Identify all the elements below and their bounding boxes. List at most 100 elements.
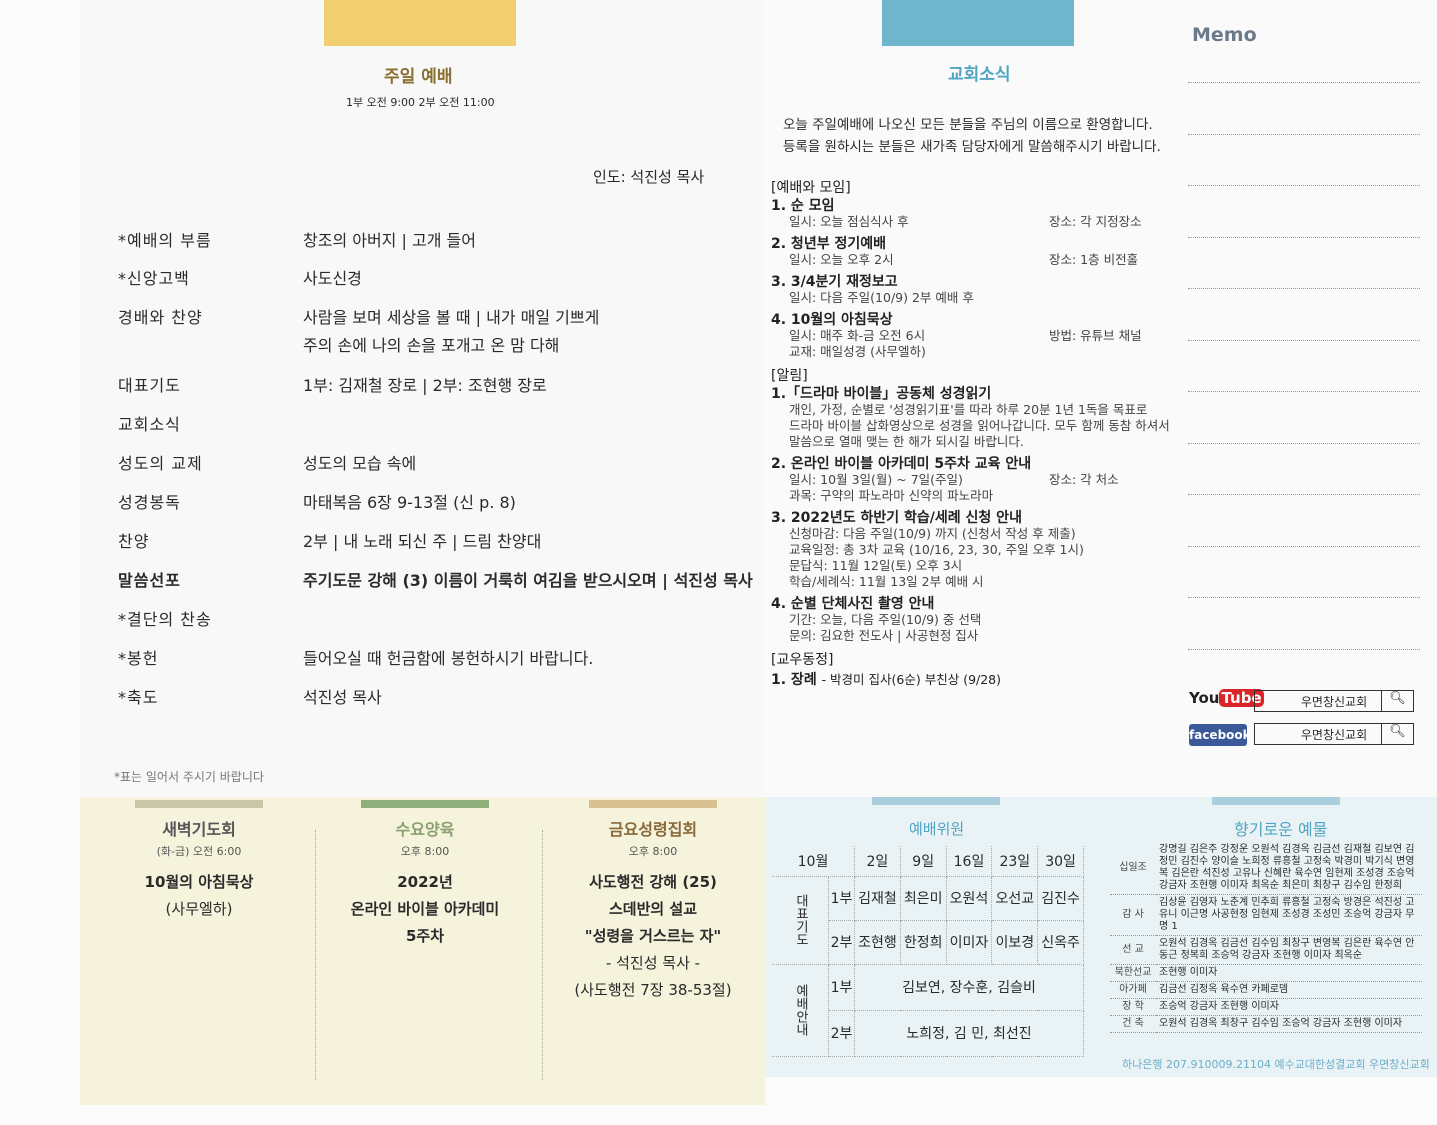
header-cell: 30일 [1037, 846, 1084, 877]
facebook-search-box[interactable]: 우면창신교회 🔍︎ [1254, 723, 1414, 745]
row-group-label: 예배안내 [772, 964, 829, 1057]
youtube-logo[interactable]: You Tube [1189, 689, 1264, 707]
wed-line: 온라인 바이블 아카데미 [350, 900, 500, 918]
news-title: 교회소식 [948, 65, 1011, 85]
item-detail: 일시: 매주 화-금 오전 6시 방법: 유튜브 채널 [789, 328, 1142, 343]
order-item: *결단의 찬송 [118, 606, 303, 630]
memo-line [1188, 597, 1420, 598]
order-label: *예배의 부름 [118, 231, 212, 250]
search-text: 우면창신교회 [1300, 694, 1368, 709]
memo-title: Memo [1192, 24, 1257, 46]
item-detail: 교육일정: 총 3차 교육 (10/16, 23, 30, 주일 오후 1시) [789, 542, 1084, 557]
order-item: 대표기도 1부: 김재철 장로 | 2부: 조현행 장로 [118, 372, 547, 396]
offering-category: 북한선교 [1110, 964, 1156, 982]
item-detail: 신청마감: 다음 주일(10/9) 까지 (신청서 작성 후 제출) [789, 526, 1076, 541]
search-icon[interactable]: 🔍︎ [1381, 724, 1413, 744]
offering-row: 선 교 오원석 김경옥 김금선 김수임 최창구 변영복 김은란 육수연 안동근 정… [1110, 935, 1422, 965]
youtube-search-box[interactable]: 우면창신교회 🔍︎ [1254, 690, 1414, 712]
offering-names: 조승억 강금자 조현행 이미자 [1156, 998, 1422, 1016]
order-label: 찬양 [118, 532, 150, 551]
friday-service: 금요성령집회 오후 8:00 사도행전 강해 (25) 스데반의 설교 "성령을… [540, 800, 766, 1004]
wed-line: 2022년 [397, 873, 453, 891]
header-cell: 10월 [772, 846, 855, 877]
item-detail: 일시: 다음 주일(10/9) 2부 예배 후 [789, 290, 974, 305]
item-detail: 말씀으로 열매 맺는 한 해가 되시길 바랍니다. [789, 434, 1024, 449]
order-label: 경배와 찬양 [118, 308, 203, 327]
order-content: 사람을 보며 세상을 볼 때 | 내가 매일 기쁘게 주의 손에 나의 손을 포개… [303, 308, 600, 355]
item-title: 3. 2022년도 하반기 학습/세례 신청 안내 [771, 510, 1022, 526]
committee-header: 10월 2일 9일 16일 23일 30일 [772, 846, 1084, 877]
item-title: 2. 온라인 바이블 아카데미 5주차 교육 안내 [771, 456, 1032, 472]
memo-line [1188, 494, 1420, 495]
cell: 김보연, 장수훈, 김슬비 [854, 964, 1084, 1011]
item-detail: 과목: 구약의 파노라마 신약의 파노라마 [789, 488, 994, 503]
offering-table: 십일조 강명길 김은주 강정운 오원석 김경옥 김금선 김재철 김보연 김정민 김… [1110, 842, 1422, 1033]
order-item: 교회소식 [118, 411, 303, 435]
cell: 오원석 [946, 876, 993, 921]
memo-line [1188, 339, 1420, 341]
order-item: 성도의 교제 성도의 모습 속에 [118, 450, 416, 474]
item-detail: 일시: 오늘 오후 2시 장소: 1층 비전홀 [789, 252, 1139, 267]
item-title: 1. 장례 - 박경미 집사(6순) 부친상 (9/28) [771, 672, 1002, 688]
prayer-row: 2부 조현행 한정희 이미자 이보경 신옥주 [772, 920, 1084, 965]
order-item: 찬양 2부 | 내 노래 되신 주 | 드림 찬양대 [118, 528, 541, 552]
memo-line [1188, 442, 1420, 444]
order-item: 성경봉독 마태복음 6장 9-13절 (신 p. 8) [118, 489, 516, 513]
order-content: 들어오실 때 헌금함에 봉헌하시기 바랍니다. [303, 649, 594, 668]
item-detail: 일시: 오늘 점심식사 후 장소: 각 지정장소 [789, 214, 1142, 229]
offering-names: 강명길 김은주 강정운 오원석 김경옥 김금선 김재철 김보연 김정민 김진수 … [1156, 842, 1422, 895]
blue-tab [882, 0, 1074, 46]
memo-line [1188, 391, 1420, 392]
worship-page [80, 0, 763, 797]
fri-time: 오후 8:00 [628, 845, 678, 858]
prayer-row: 대표기도 1부 김재철 최은미 오원석 오선교 김진수 [772, 876, 1084, 965]
order-label: *신앙고백 [118, 269, 190, 288]
offering-row: 십일조 강명길 김은주 강정운 오원석 김경옥 김금선 김재철 김보연 김정민 김… [1110, 842, 1422, 895]
offering-category: 십일조 [1110, 842, 1156, 895]
cell: 오선교 [991, 876, 1039, 921]
offering-names: 김금선 김정옥 육수연 카페로뎀 [1156, 981, 1422, 999]
order-content: 주기도문 강해 (3) 이름이 거룩히 여김을 받으시오며 | 석진성 목사 [303, 571, 753, 590]
item-title: 3. 3/4분기 재정보고 [771, 274, 898, 290]
cell: 이미자 [946, 920, 993, 965]
memo-line [1188, 545, 1420, 547]
offering-title: 향기로운 예물 [1234, 820, 1328, 839]
memo-line [1188, 648, 1420, 650]
usher-row: 2부 노희정, 김 민, 최선진 [772, 1010, 1084, 1057]
item-title: 4. 순별 단체사진 촬영 안내 [771, 596, 935, 612]
fri-line: "성령을 거스르는 자" [584, 927, 722, 945]
welcome-line: 오늘 주일예배에 나오신 모든 분들을 주님의 이름으로 환영합니다. [783, 117, 1153, 133]
item-title: 1.「드라마 바이블」공동체 성경읽기 [771, 386, 992, 402]
item-detail: 문의: 김요한 전도사 | 사공현정 집사 [789, 628, 979, 643]
fri-line: (사도행전 7장 38-53절) [574, 981, 732, 999]
offering-category: 감 사 [1110, 894, 1156, 936]
wed-title: 수요양육 [395, 820, 455, 839]
cell: 조현행 [854, 920, 901, 965]
item-title: 4. 10월의 아침묵상 [771, 312, 893, 328]
row-group-label: 대표기도 [772, 876, 829, 965]
worship-leader: 인도: 석진성 목사 [593, 168, 705, 186]
welcome-line: 등록을 원하시는 분들은 새가족 담당자에게 말씀해주시기 바랍니다. [783, 139, 1161, 155]
cell: 김재철 [854, 876, 901, 921]
worship-title: 주일 예배 [384, 67, 453, 87]
order-content: 1부: 김재철 장로 | 2부: 조현행 장로 [303, 376, 547, 395]
news-list: [예배와 모임] 1. 순 모임 일시: 오늘 점심식사 후 장소: 각 지정장소… [771, 172, 1171, 688]
wednesday-service: 수요양육 오후 8:00 2022년 온라인 바이블 아카데미 5주차 [312, 800, 538, 950]
order-item: *예배의 부름 창조의 아버지 | 고개 들어 [118, 227, 476, 251]
facebook-logo[interactable]: facebook [1189, 724, 1251, 746]
section-header: [알림] [771, 368, 808, 384]
worship-times: 1부 오전 9:00 2부 오전 11:00 [346, 96, 495, 109]
cell: 한정희 [900, 920, 947, 965]
welcome: 오늘 주일예배에 나오신 모든 분들을 주님의 이름으로 환영합니다. 등록을 … [783, 114, 1161, 158]
item-detail: 기간: 오늘, 다음 주일(10/9) 중 선택 [789, 612, 982, 627]
offering-names: 오원석 김경옥 최창구 김수임 조승억 강금자 조현행 이미자 [1156, 1015, 1422, 1033]
order-label: *결단의 찬송 [118, 610, 212, 629]
order-content: 사도신경 [303, 269, 362, 288]
search-icon[interactable]: 🔍︎ [1381, 691, 1413, 711]
order-label: 성경봉독 [118, 493, 181, 512]
committee-table: 10월 2일 9일 16일 23일 30일 대표기도 1부 김재철 최은미 오원석 오선교 김진수 2부 조… [772, 846, 1084, 1057]
fri-line: 스데반의 설교 [608, 900, 698, 918]
dawn-prayer: 새벽기도회 (화-금) 오전 6:00 10월의 아침묵상 (사무엘하) [86, 800, 312, 923]
order-label: *봉헌 [118, 649, 159, 668]
order-content: 마태복음 6장 9-13절 (신 p. 8) [303, 493, 516, 512]
